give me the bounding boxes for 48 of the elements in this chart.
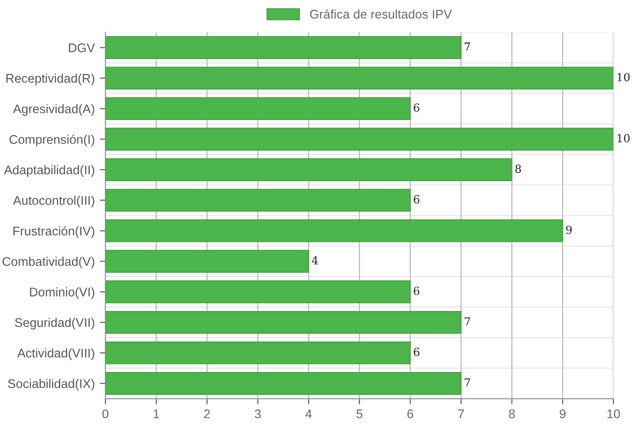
y-tick-label: Combatividad(V) <box>2 256 94 268</box>
bar <box>105 341 411 364</box>
data-label: 8 <box>515 164 521 173</box>
x-tick-label: 7 <box>458 410 464 418</box>
data-label: 7 <box>464 317 470 326</box>
x-tick-label: 8 <box>508 409 515 418</box>
y-tick-label: Autocontrol(III) <box>13 196 94 208</box>
x-tick-label: 4 <box>305 410 312 418</box>
data-label: 10 <box>618 72 630 82</box>
y-tick-label: Adaptabilidad(II) <box>4 165 94 177</box>
x-tick-label: 10 <box>607 409 620 418</box>
y-tick-label: Receptividad(R) <box>6 74 94 86</box>
data-label: 6 <box>414 103 420 112</box>
data-label: 6 <box>414 286 420 296</box>
data-label: 9 <box>566 226 572 234</box>
bar <box>105 188 411 212</box>
bar <box>105 310 462 334</box>
bar <box>105 372 462 395</box>
x-tick-label: 9 <box>560 409 566 418</box>
x-tick-label: 0 <box>102 409 108 418</box>
bar <box>105 128 614 151</box>
bar <box>105 219 564 242</box>
data-label: 6 <box>414 195 420 204</box>
bar <box>105 280 411 304</box>
y-tick-label: Agresividad(A) <box>13 104 94 116</box>
x-tick-label: 2 <box>204 409 210 418</box>
y-tick-label: Frustración(IV) <box>13 226 94 238</box>
y-tick-label: Actividad(VIII) <box>17 348 94 360</box>
y-tick-label: Dominio(VI) <box>30 287 94 299</box>
x-tick-label: 1 <box>154 410 160 418</box>
bar <box>105 97 411 120</box>
data-label: 4 <box>312 256 318 264</box>
bar <box>105 250 310 273</box>
data-label: 10 <box>618 134 630 142</box>
y-tick-label: Comprensión(I) <box>10 134 94 146</box>
data-label: 7 <box>464 378 470 386</box>
data-label: 6 <box>414 348 420 356</box>
bar <box>105 158 512 182</box>
y-tick-label: Sociabilidad(IX) <box>8 378 94 391</box>
bar <box>105 36 462 59</box>
y-tick-label: DGV <box>68 43 95 52</box>
y-tick-label: Seguridad(VII) <box>14 318 94 330</box>
x-tick-label: 6 <box>407 409 414 418</box>
x-tick-label: 3 <box>254 409 261 418</box>
bar <box>105 66 614 90</box>
legend-label: Gráfica de resultados IPV <box>310 9 452 19</box>
x-tick-label: 5 <box>356 410 362 418</box>
data-label: 7 <box>464 42 470 51</box>
